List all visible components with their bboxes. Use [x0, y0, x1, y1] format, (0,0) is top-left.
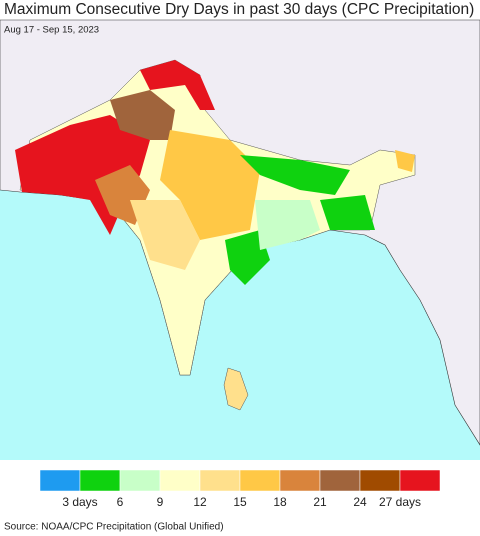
- region-green-east: [320, 195, 375, 230]
- legend-label: 3 days: [62, 495, 97, 509]
- legend-swatch: [199, 469, 241, 492]
- legend-swatch: [319, 469, 361, 492]
- legend-swatch: [279, 469, 321, 492]
- legend-swatch: [119, 469, 161, 492]
- legend-label: 21: [313, 495, 327, 509]
- source: Source: NOAA/CPC Precipitation (Global U…: [4, 522, 224, 533]
- region-ne-tip: [395, 150, 415, 172]
- legend-swatch: [39, 469, 81, 492]
- map: [0, 19, 480, 460]
- legend-swatch: [399, 469, 441, 492]
- region-gold: [160, 130, 260, 240]
- region-tan: [130, 200, 200, 270]
- legend-label: 27 days: [379, 495, 421, 509]
- sri-lanka: [223, 367, 249, 411]
- legend: 3 days 6 9 12 15 18 21 24 27 days: [39, 469, 441, 509]
- legend-swatch: [359, 469, 401, 492]
- legend-swatch: [159, 469, 201, 492]
- legend-label: 9: [157, 495, 164, 509]
- title: Maximum Consecutive Dry Days in past 30 …: [4, 1, 474, 18]
- legend-swatch: [79, 469, 121, 492]
- region-brown: [110, 90, 175, 140]
- region-green-ne: [240, 155, 350, 195]
- legend-label: 18: [273, 495, 287, 509]
- region-green-central: [225, 230, 270, 285]
- legend-label: 12: [193, 495, 207, 509]
- region-dry-north: [140, 60, 215, 110]
- legend-label: 6: [117, 495, 124, 509]
- legend-label: 24: [353, 495, 367, 509]
- subtitle: Aug 17 - Sep 15, 2023: [4, 25, 99, 36]
- legend-label: 15: [233, 495, 247, 509]
- region-lightgreen: [255, 200, 320, 250]
- legend-swatch: [239, 469, 281, 492]
